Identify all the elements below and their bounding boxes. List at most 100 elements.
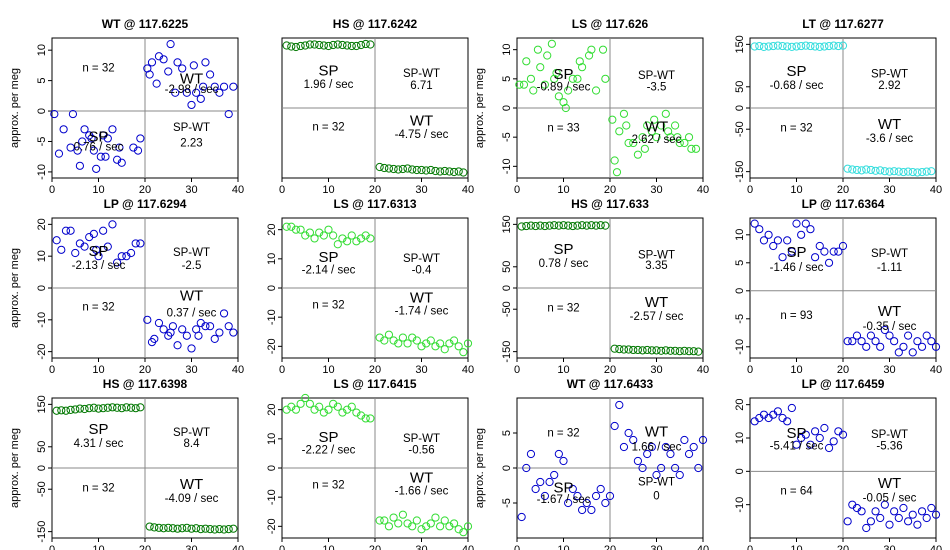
data-point	[173, 341, 182, 350]
x-tick-label: 0	[514, 184, 520, 196]
x-tick-label: 40	[930, 364, 942, 376]
data-point	[633, 345, 643, 355]
data-point	[282, 222, 291, 231]
annotation-text: SP	[318, 249, 338, 266]
annotation-text: SP-WT	[638, 477, 675, 489]
x-tick-label: 40	[462, 184, 474, 196]
data-point	[517, 512, 526, 522]
data-point	[885, 167, 894, 176]
data-point	[587, 45, 596, 54]
data-point	[633, 150, 643, 159]
data-point	[366, 414, 375, 423]
data-point	[131, 404, 140, 413]
data-point	[638, 346, 647, 355]
data-point	[431, 513, 440, 522]
data-point	[908, 348, 917, 357]
data-point	[792, 219, 801, 228]
scatter-panel-5: LP @ 117.6294 approx. per meg 0 10 20 30 40 -20…	[9, 197, 244, 376]
data-point	[691, 144, 701, 153]
x-tick-label: 10	[790, 544, 802, 550]
x-tick-label: 0	[747, 184, 753, 196]
data-point	[573, 74, 582, 83]
data-point	[647, 346, 656, 355]
x-tick-label: 0	[49, 544, 55, 550]
annotation-text: 1.96 / sec	[304, 79, 354, 91]
data-point	[531, 221, 540, 231]
y-tick-label: -150	[36, 521, 48, 543]
data-point	[417, 525, 426, 534]
data-point	[389, 513, 398, 522]
data-point	[596, 221, 605, 230]
y-tick-label: -20	[36, 344, 48, 360]
y-tick-label: 0	[266, 465, 278, 471]
data-point	[787, 42, 796, 52]
data-point	[829, 437, 838, 446]
scatter-panel-11: WT @ 117.6433 approx. per meg 0 10 20 30 40 -5 0…	[474, 377, 709, 550]
data-point	[529, 86, 538, 95]
data-point	[80, 404, 89, 414]
x-tick-label: 20	[837, 184, 849, 196]
data-point	[361, 39, 370, 49]
annotation-text: SP	[553, 480, 573, 497]
data-point	[61, 226, 71, 235]
annotation-text: SP-WT	[871, 68, 908, 80]
data-point	[582, 498, 591, 508]
panel-title: LS @ 117.6415	[333, 377, 416, 391]
data-point	[871, 166, 880, 175]
data-point	[885, 520, 894, 529]
annotation-text: -0.05 / sec	[863, 492, 917, 504]
data-point	[173, 58, 182, 67]
data-point	[843, 517, 852, 526]
annotation-text: 6.71	[410, 80, 432, 92]
data-point	[219, 309, 229, 318]
data-point	[324, 41, 333, 51]
data-point	[657, 463, 666, 473]
data-point	[206, 70, 215, 79]
data-point	[192, 88, 201, 97]
data-point	[568, 74, 577, 83]
annotation-text: -3.6 / sec	[866, 133, 914, 145]
data-point	[68, 109, 78, 119]
annotation-text: WT	[410, 470, 433, 487]
data-point	[301, 41, 310, 50]
x-tick-label: 0	[514, 544, 520, 550]
data-point	[229, 82, 238, 91]
data-point	[876, 342, 885, 351]
data-point	[366, 234, 375, 243]
annotation-text: SP-WT	[403, 433, 440, 445]
data-point	[154, 318, 164, 328]
data-point	[815, 241, 824, 251]
data-point	[159, 524, 168, 533]
x-tick-label: 20	[139, 364, 151, 376]
data-point	[329, 40, 338, 50]
x-tick-label: 30	[415, 544, 427, 550]
data-point	[178, 325, 187, 334]
data-point	[643, 449, 652, 459]
annotation-text: 2.62 / sec	[632, 134, 682, 146]
data-point	[171, 88, 180, 97]
data-point	[564, 221, 573, 230]
x-tick-label: 20	[369, 544, 381, 550]
annotation-text: 0.78 / sec	[539, 258, 589, 270]
data-point	[820, 42, 829, 51]
data-point	[310, 405, 319, 414]
annotation-text: 4.31 / sec	[74, 438, 124, 450]
data-point	[417, 342, 426, 351]
data-point	[680, 346, 689, 355]
data-point	[449, 336, 459, 345]
data-point	[843, 164, 852, 173]
x-tick-label: 20	[369, 184, 381, 196]
data-point	[783, 236, 792, 245]
data-point	[899, 342, 908, 351]
data-point	[338, 40, 347, 50]
data-point	[57, 245, 66, 254]
data-point	[880, 500, 889, 509]
data-point	[862, 342, 871, 351]
data-point	[848, 337, 857, 346]
data-point	[624, 428, 633, 438]
annotation-text: WT	[410, 290, 433, 307]
data-point	[866, 165, 876, 175]
y-tick-label: -5	[36, 137, 48, 147]
annotation-text: -0.56	[408, 444, 434, 456]
y-tick-label: -50	[36, 481, 48, 497]
